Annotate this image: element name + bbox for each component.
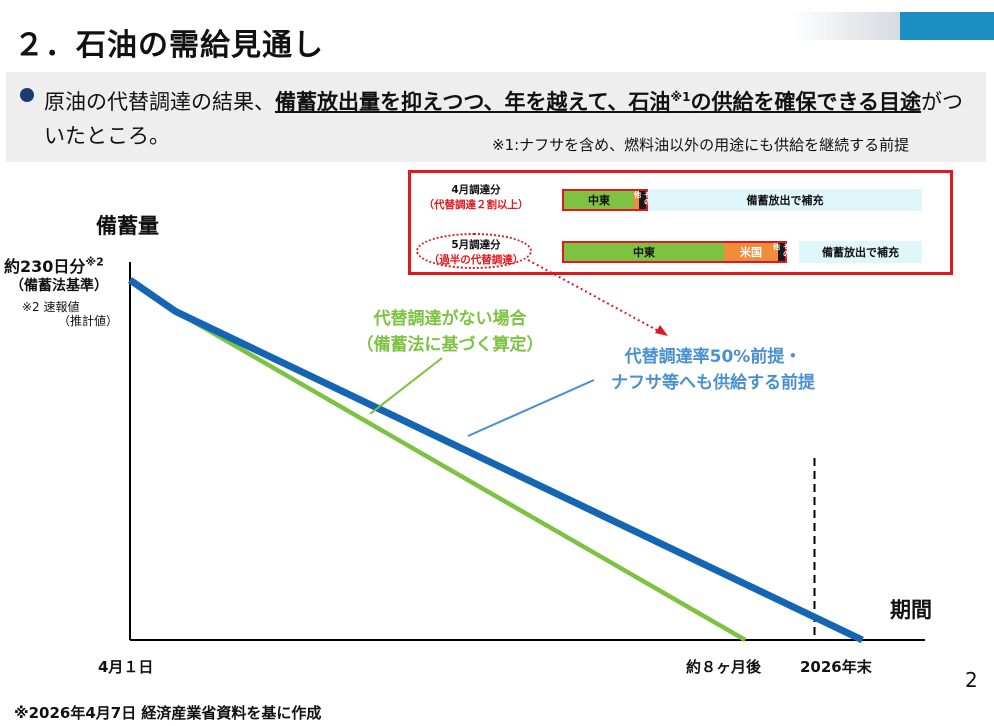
series-line-1 [128,277,864,644]
series-label-alt-50: 代替調達率50%前提・ ナフサ等へも供給する前提 [578,344,848,396]
series-label-no-alt-line2: （備蓄法に基づく算定） [356,335,544,355]
leader-green [369,357,443,415]
april-sublabel: （代替調達２割以上） [423,199,529,211]
may-segment-middle-east-label: 中東 [633,246,655,259]
y-axis-label: 備蓄量 [96,214,159,238]
may-highlight-ellipse [416,233,532,269]
lead-box [6,72,986,162]
x-axis-label: 期間 [890,598,932,622]
y-start-label: 約230日分※2 [4,253,104,277]
may-gap [787,241,799,263]
header-gradient-bar [790,12,900,40]
april-segment-other: その他 [634,189,652,211]
x-tick-2026-end: 2026年末 [800,658,872,676]
y-note-2: （推計値） [58,314,119,328]
april-label: 4月調達分 [451,184,501,196]
inset-arrow-line [527,259,665,335]
may-segment-middle-east: 中東 [562,241,724,263]
y-start-sublabel: （備蓄法基準） [10,278,108,294]
lead-text: 原油の代替調達の結果、備蓄放出量を抑えつつ、年を越えて、石油※1の供給を確保でき… [44,80,964,153]
footnote-1: ※1:ナフサを含め、燃料油以外の用途にも供給を継続する前提 [492,136,910,154]
bullet-dot [20,88,34,102]
lead-bold-2: の供給を確保できる目途 [690,90,922,114]
may-segment-us: 米国 [724,241,778,263]
series-label-alt-50-line2: ナフサ等へも供給する前提 [611,373,815,393]
may-remainder: 備蓄放出で補充 [799,241,922,263]
april-remainder: 備蓄放出で補充 [648,189,922,211]
x-tick-start: 4月１日 [98,658,154,676]
april-segment-middle-east: 中東 [562,189,634,211]
may-remainder-label: 備蓄放出で補充 [822,246,899,259]
header-accent-bar [900,12,994,40]
may-procurement-bar: 中東 米国 その他 備蓄放出で補充 [562,241,922,263]
may-segment-other-label: その他 [772,243,791,257]
lead-plain-1: 原油の代替調達の結果、 [44,90,275,114]
inset-arrow-head [655,325,668,336]
lead-plain-2: がついたところ。 [44,90,964,148]
leader-blue [467,379,595,437]
april-segment-us [634,189,639,211]
april-label-block: 4月調達分 （代替調達２割以上） [414,182,538,212]
april-segment-middle-east-label: 中東 [588,194,610,207]
page-number: 2 [965,668,978,692]
may-segment-us-label: 米国 [740,246,762,259]
y-start-sup: ※2 [85,255,104,269]
april-procurement-bar: 中東 その他 備蓄放出で補充 [562,189,922,211]
series-label-no-alt-line1: 代替調達がない場合 [373,309,527,329]
x-tick-8-months: 約８ヶ月後 [686,658,762,676]
may-segment-other: その他 [773,241,791,263]
lead-bold-1: 備蓄放出量を抑えつつ、年を越えて、石油 [275,90,671,114]
series-label-alt-50-line1: 代替調達率50%前提・ [624,347,802,367]
series-label-no-alt: 代替調達がない場合 （備蓄法に基づく算定） [340,306,560,358]
footer-source: ※2026年4月7日 経済産業省資料を基に作成 [14,704,322,722]
y-note-1: ※2 速報値 [22,300,80,314]
page-title: ２．石油の需給見通し [14,28,324,63]
april-segment-other-label: その他 [633,191,652,205]
y-start-value: 約230日分 [4,257,86,276]
april-remainder-label: 備蓄放出で補充 [746,194,824,207]
lead-sup: ※1 [670,90,691,104]
